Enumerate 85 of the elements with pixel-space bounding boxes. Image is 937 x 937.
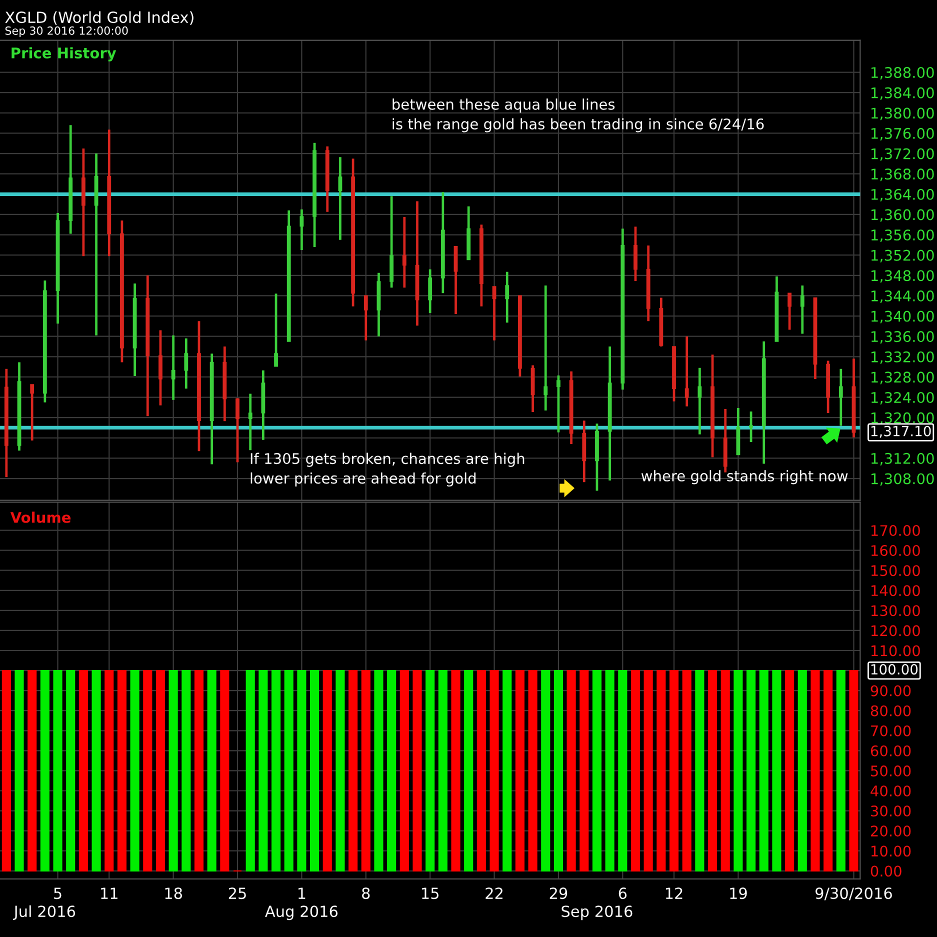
- x-tick-label: 9/30/2016: [816, 888, 892, 900]
- y-tick-label: 40.00: [870, 785, 911, 796]
- annotation: between these aqua blue lines is the range gold has been trading in since 6/24/16: [392, 98, 764, 132]
- text: 1,317.10: [871, 426, 931, 438]
- candlestick: [749, 410, 753, 444]
- y-tick-label: 30.00: [871, 806, 911, 817]
- x-tick-label: 22: [486, 888, 502, 899]
- text: 100.00: [871, 664, 918, 675]
- y-tick-label: 50.00: [871, 765, 911, 776]
- x-tick-label: 8: [362, 888, 370, 900]
- candlestick: [171, 334, 176, 401]
- y-tick-label: 90.00: [870, 685, 911, 696]
- candlestick: [236, 397, 240, 464]
- y-tick-label: 1,352.00: [871, 250, 934, 262]
- x-tick-label: 6: [618, 888, 627, 900]
- y-tick-label: 1,384.00: [871, 87, 934, 100]
- y-tick-label: 1,380.00: [871, 108, 934, 120]
- x-tick-label: 18: [165, 888, 182, 900]
- x-tick-label: 5: [54, 888, 62, 900]
- candlestick: [428, 268, 432, 314]
- candlestick: [274, 292, 278, 368]
- candlestick: [492, 285, 496, 342]
- y-tick-label: 1,308.00: [871, 473, 934, 486]
- y-tick-label: 1,312.00: [871, 452, 934, 466]
- candlestick: [544, 284, 548, 412]
- y-tick-label: 1,376.00: [871, 128, 934, 140]
- y-axis-title: Volume: [10, 512, 71, 523]
- y-tick-label: 20.00: [870, 826, 911, 837]
- y-tick-label: 1,356.00: [871, 229, 934, 242]
- candlestick: [684, 335, 689, 408]
- x-tick-label: 12: [666, 888, 682, 899]
- candlestick: [248, 392, 252, 452]
- y-tick-label: 1,372.00: [871, 148, 934, 161]
- y-tick-label: 1,388.00: [871, 67, 934, 80]
- y-tick-label: 160.00: [871, 545, 920, 556]
- x-tick-label: 1: [298, 888, 306, 899]
- y-tick-label: 1,368.00: [871, 168, 934, 182]
- annotation: If 1305 gets broken, chances are high lower prices are ahead for gold: [250, 452, 524, 487]
- x-tick-label: 15: [422, 888, 438, 900]
- y-tick-label: 1,320.00: [871, 412, 934, 425]
- y-tick-label: 1,360.00: [871, 209, 934, 222]
- x-tick-label: 29: [550, 888, 568, 900]
- candlestick: [634, 225, 638, 282]
- y-tick-label: 1,348.00: [871, 270, 934, 283]
- y-tick-label: 1,324.00: [871, 392, 934, 405]
- y-tick-label: 1,336.00: [871, 331, 934, 344]
- y-tick-label: 1,332.00: [871, 351, 934, 364]
- y-tick-label: 110.00: [871, 645, 920, 656]
- candlestick: [158, 329, 162, 407]
- candlestick: [184, 337, 188, 390]
- y-tick-label: 130.00: [871, 605, 920, 616]
- chart-subtitle: Sep 30 2016 12:00:00: [5, 26, 128, 37]
- chart-title: XGLD (World Gold Index): [5, 11, 194, 25]
- candlestick: [788, 292, 792, 331]
- y-tick-label: 70.00: [871, 725, 911, 736]
- y-tick-label: 140.00: [871, 585, 920, 596]
- candlestick: [364, 294, 368, 342]
- text: Sep 2016: [562, 906, 632, 920]
- y-tick-label: 10.00: [871, 846, 911, 857]
- x-tick-label: 19: [730, 888, 747, 900]
- candlestick: [30, 383, 34, 442]
- y-tick-label: 60.00: [870, 745, 911, 756]
- candlestick: [698, 366, 702, 436]
- candlestick: [556, 374, 560, 434]
- y-tick-label: 0.00: [870, 866, 902, 877]
- text: Aug 2016: [265, 906, 338, 920]
- candlestick: [338, 156, 342, 242]
- y-tick-label: 1,344.00: [871, 290, 934, 303]
- x-tick-label: 25: [228, 888, 246, 900]
- y-tick-label: 150.00: [871, 565, 920, 576]
- annotation: where gold stands right now: [641, 470, 848, 484]
- candlestick: [838, 368, 843, 427]
- y-tick-label: 80.00: [870, 705, 911, 716]
- candlestick: [300, 208, 304, 252]
- y-tick-label: 1,340.00: [871, 310, 934, 324]
- y-tick-label: 1,364.00: [871, 188, 934, 202]
- candlestick: [402, 216, 406, 289]
- candlestick: [800, 284, 804, 335]
- x-tick-label: 11: [101, 888, 118, 899]
- y-tick-label: 120.00: [871, 625, 920, 636]
- candlestick: [505, 270, 510, 324]
- y-axis-title: Price History: [12, 47, 116, 62]
- y-tick-label: 1,328.00: [871, 372, 934, 384]
- y-tick-label: 170.00: [871, 525, 920, 536]
- text: Jul 2016: [13, 905, 76, 920]
